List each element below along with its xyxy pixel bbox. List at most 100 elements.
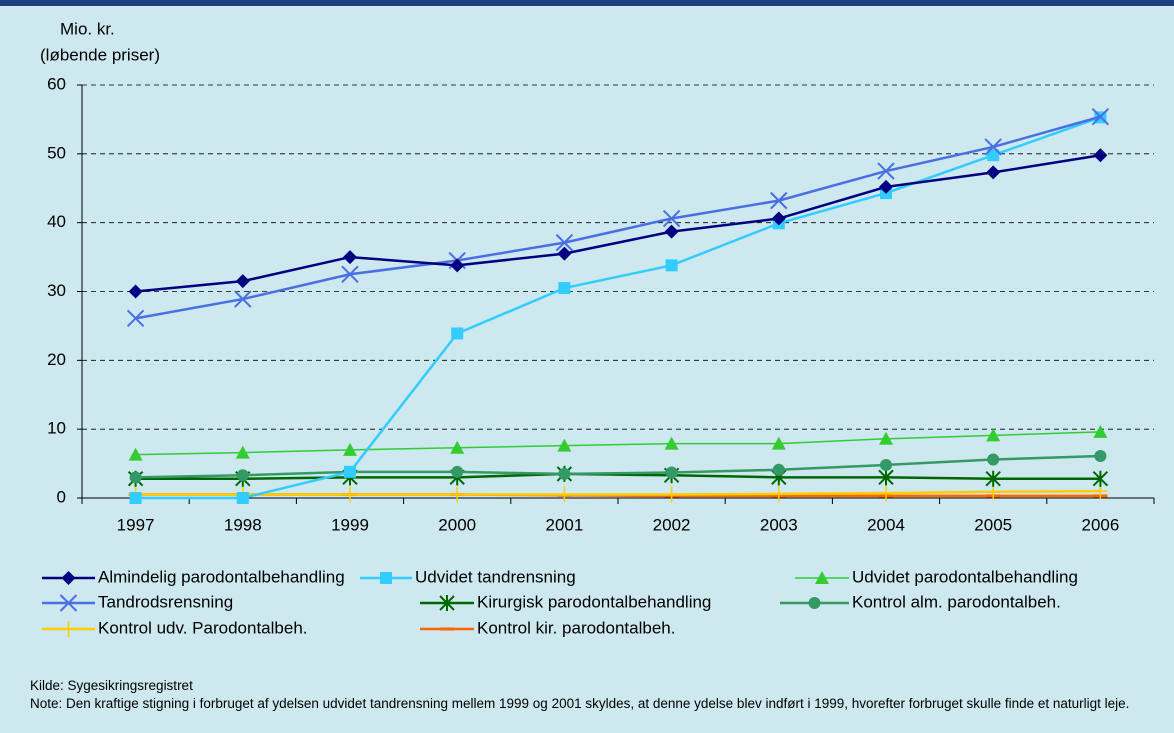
marker	[665, 259, 678, 272]
source: Kilde: Sygesikringsregistret	[30, 678, 193, 693]
marker	[128, 284, 143, 299]
marker	[1094, 450, 1107, 463]
note: Note: Den kraftige stigning i forbruget …	[30, 696, 1130, 711]
marker	[665, 466, 678, 479]
y-tick-label: 30	[47, 281, 66, 300]
marker	[987, 453, 1000, 466]
marker	[451, 465, 464, 478]
marker	[439, 595, 455, 611]
marker	[808, 597, 821, 609]
marker	[984, 138, 1002, 156]
legend-label: Kontrol udv. Parodontalbeh.	[98, 618, 308, 637]
marker	[557, 438, 572, 452]
marker	[234, 290, 252, 308]
line	[135, 489, 1101, 496]
marker	[878, 469, 894, 486]
marker	[879, 179, 893, 194]
marker	[1093, 148, 1108, 163]
y-tick-label: 20	[47, 350, 66, 369]
marker	[235, 445, 250, 459]
marker	[343, 250, 357, 265]
legend-entry: Kontrol alm. parodontalbeh.	[780, 592, 1061, 611]
marker	[558, 282, 571, 295]
series	[128, 148, 1108, 299]
marker	[662, 209, 681, 228]
chart: Mio. kr. (løbende priser) 0 10 20 30 40 50 60 1…	[0, 0, 1174, 637]
series	[126, 107, 1110, 328]
x-tick-label: 2001	[545, 515, 583, 534]
marker	[1093, 424, 1108, 438]
legend-entry: Kirurgisk parodontalbehandling	[420, 592, 711, 611]
marker	[771, 211, 786, 226]
series	[127, 465, 1109, 487]
top-strip	[0, 0, 1174, 6]
y-axis-label: Mio. kr.	[60, 19, 115, 38]
marker	[59, 594, 78, 612]
marker	[380, 572, 392, 584]
marker	[1092, 470, 1109, 487]
x-tick-label: 2000	[438, 515, 476, 534]
x-tick-label: 1998	[224, 515, 262, 534]
marker	[450, 486, 465, 503]
marker	[772, 463, 785, 476]
line	[135, 153, 1101, 293]
series	[128, 424, 1108, 461]
line	[135, 431, 1101, 456]
x-tick-label: 2002	[653, 515, 691, 534]
marker	[451, 327, 464, 340]
marker	[771, 485, 786, 502]
marker	[664, 486, 679, 503]
marker	[879, 431, 893, 445]
marker	[235, 274, 250, 289]
marker	[61, 571, 76, 585]
x-tick-label: 2005	[974, 515, 1012, 534]
marker	[985, 470, 1001, 487]
marker	[815, 571, 829, 584]
x-tick-label: 2006	[1081, 515, 1119, 534]
x-tick-label: 2004	[867, 515, 905, 534]
marker	[450, 440, 465, 454]
x-tick-label: 1997	[117, 515, 155, 534]
marker	[1091, 107, 1110, 126]
legend-label: Kirurgisk parodontalbehandling	[477, 592, 711, 611]
y-axis-label: (løbende priser)	[40, 45, 160, 64]
marker	[126, 309, 145, 328]
legend-entry: Kontrol kir. parodontalbeh.	[420, 618, 675, 637]
legend-label: Kontrol alm. parodontalbeh.	[852, 592, 1061, 611]
legend-entry: Udvidet parodontalbehandling	[795, 567, 1078, 586]
legend-entry: Kontrol udv. Parodontalbeh.	[42, 618, 308, 637]
legend-label: Tandrodsrensning	[98, 592, 233, 611]
y-tick-label: 60	[47, 74, 66, 93]
marker	[877, 162, 895, 180]
marker	[129, 471, 142, 484]
marker	[557, 486, 572, 503]
marker	[555, 233, 574, 252]
marker	[986, 165, 1001, 180]
marker	[987, 149, 1000, 162]
marker	[343, 486, 357, 503]
marker	[236, 492, 249, 504]
legend-entry: Almindelig parodontalbehandling	[42, 567, 345, 586]
marker	[664, 224, 679, 239]
marker	[879, 485, 893, 502]
y-tick-label: 0	[57, 487, 66, 506]
marker	[771, 436, 786, 450]
marker	[344, 465, 356, 478]
marker	[128, 447, 143, 461]
marker	[61, 621, 76, 637]
marker	[343, 442, 357, 456]
line	[135, 472, 1101, 480]
legend-label: Kontrol kir. parodontalbeh.	[477, 618, 675, 637]
legend-label: Udvidet parodontalbehandling	[852, 567, 1078, 586]
marker	[236, 469, 249, 482]
y-tick-label: 50	[47, 143, 66, 162]
legend-entry: Tandrodsrensning	[42, 592, 233, 612]
line	[135, 116, 1101, 500]
marker	[664, 436, 679, 450]
y-tick-label: 40	[47, 212, 66, 231]
line	[135, 454, 1101, 479]
line	[135, 115, 1101, 320]
legend-label: Udvidet tandrensning	[415, 567, 576, 586]
marker	[558, 467, 571, 480]
